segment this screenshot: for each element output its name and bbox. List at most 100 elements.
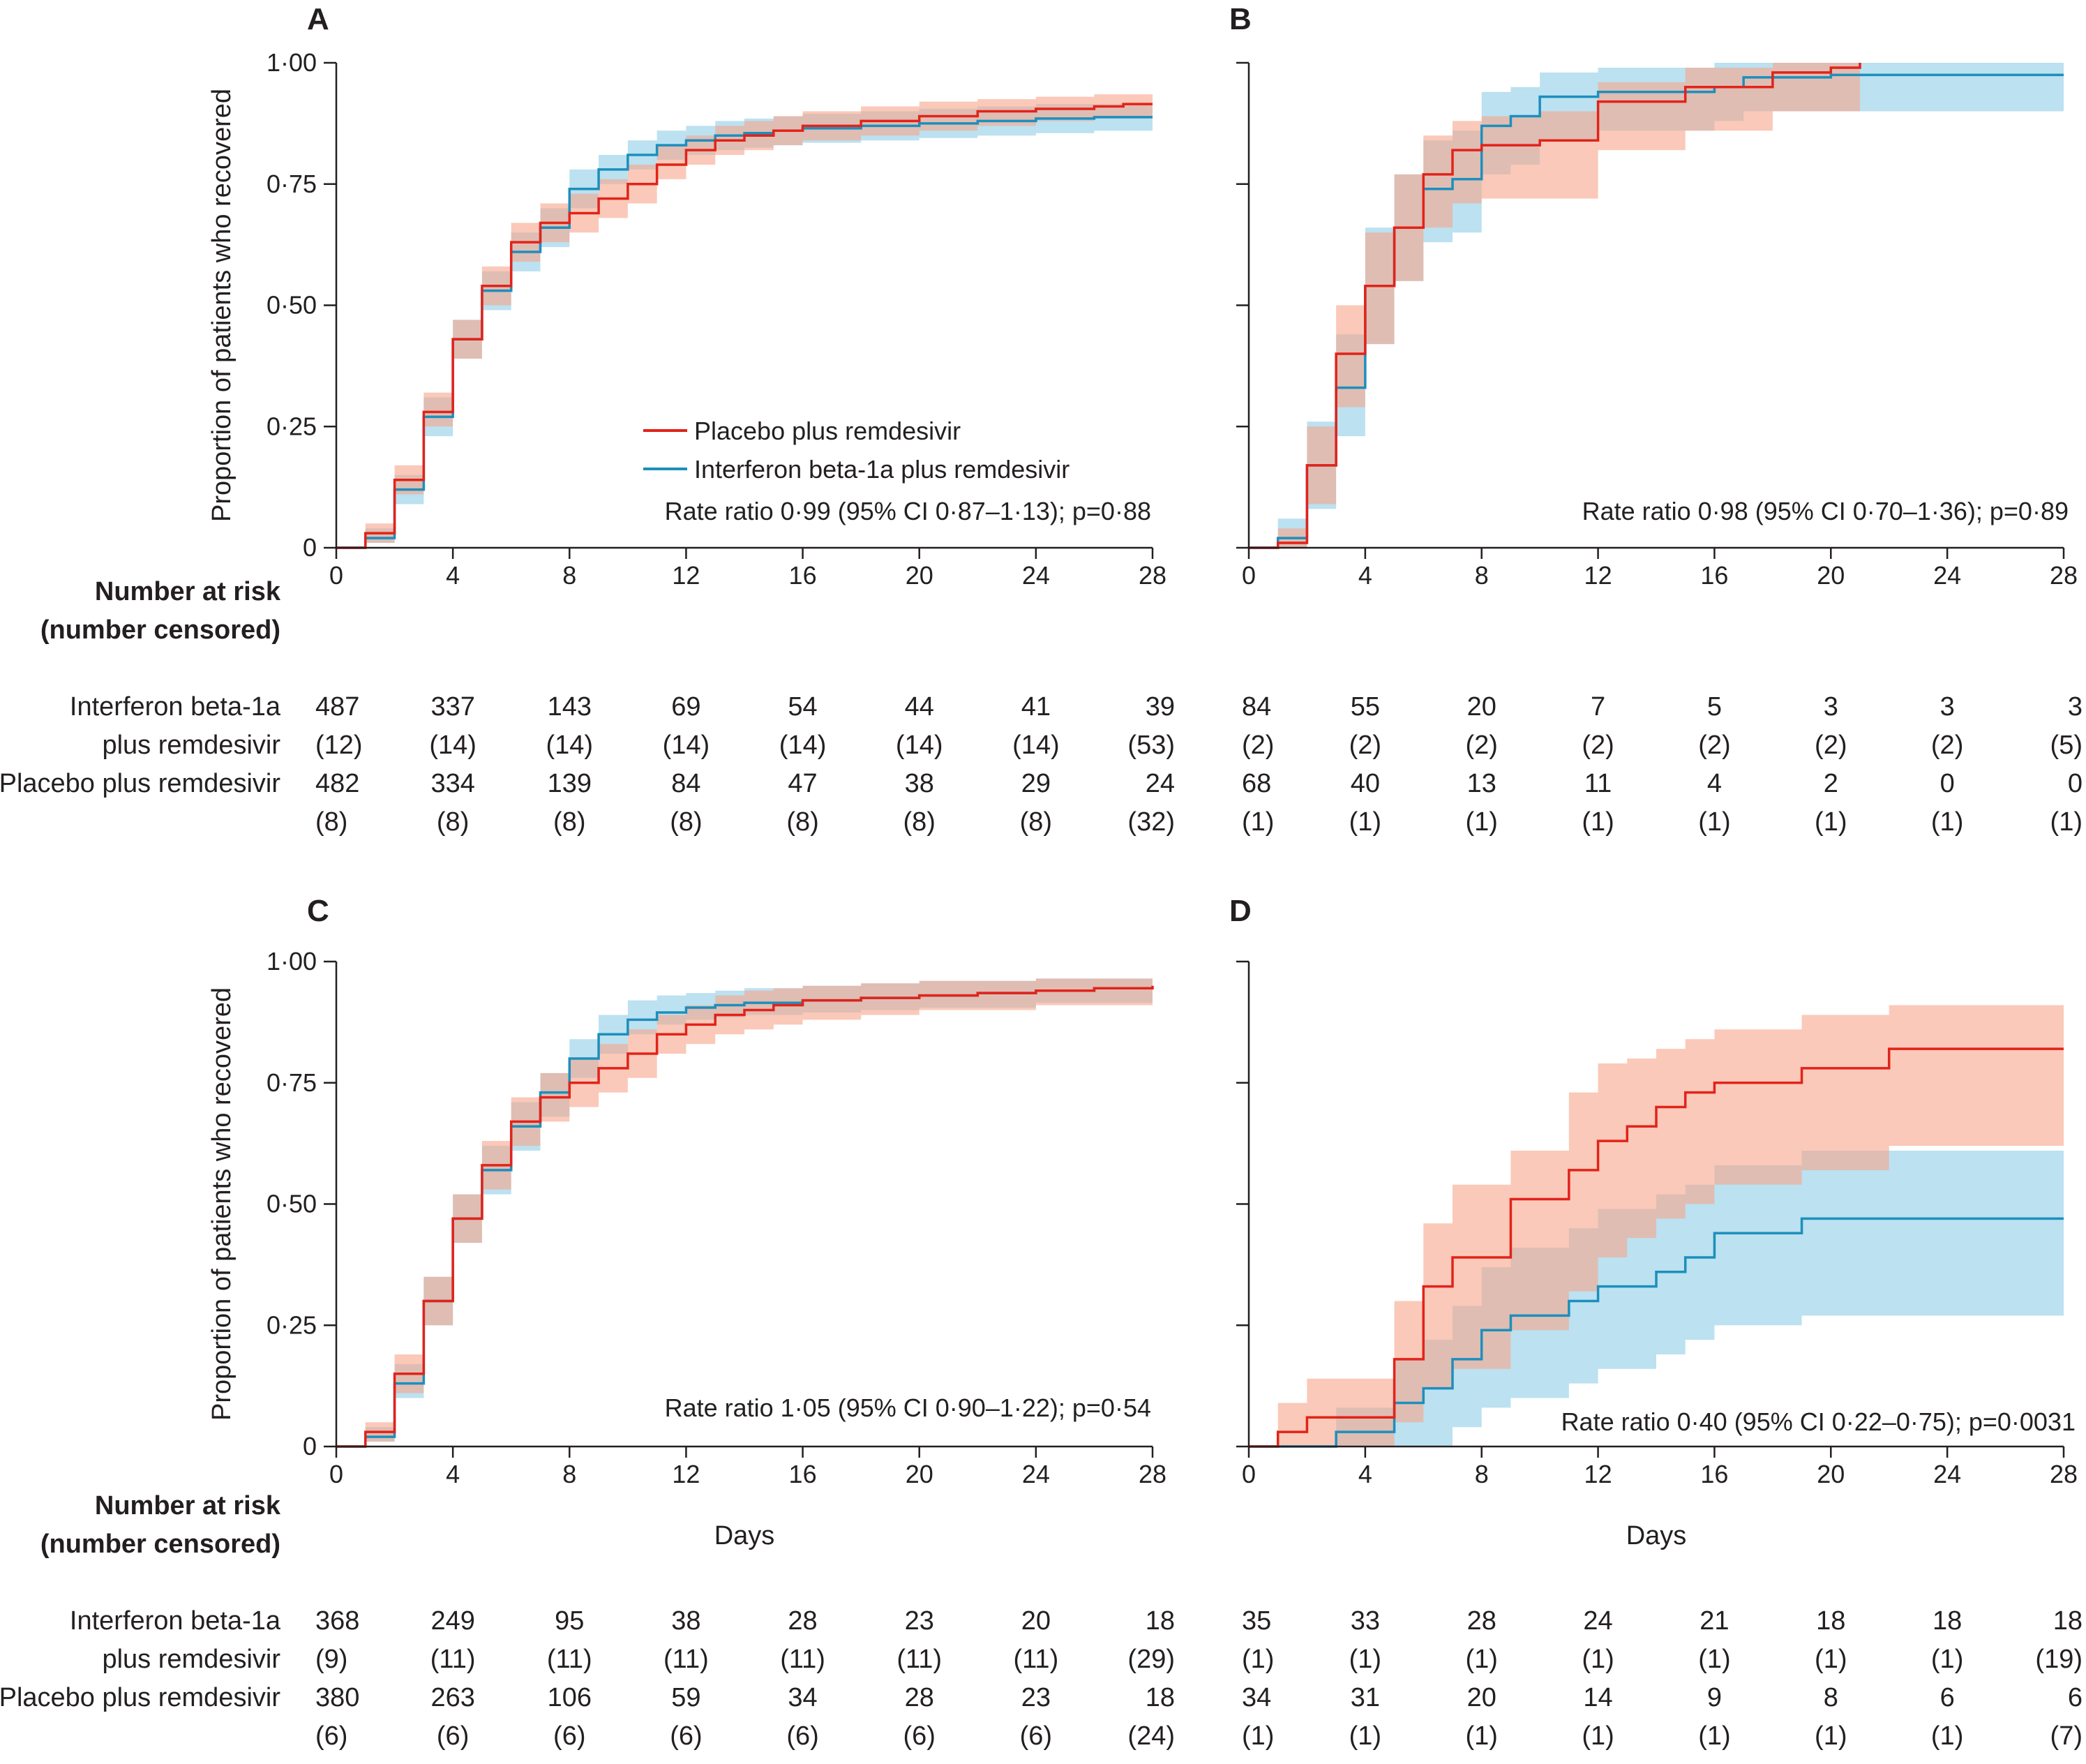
censored-count: (8) [903,807,935,837]
censored-count: (2) [1582,731,1614,760]
at-risk-count: 487 [315,692,359,722]
censored-count: (1) [1698,1645,1730,1674]
at-risk-count: 59 [671,1683,700,1712]
x-tick-label: 4 [1358,561,1372,590]
x-tick-label: 16 [1700,561,1728,590]
at-risk-count: 20 [1021,1606,1051,1636]
censored-count: (1) [1815,1645,1847,1674]
x-tick-label: 16 [789,561,817,590]
y-axis-title: Proportion of patients who recovered [207,987,237,1421]
censored-count: (1) [1465,807,1497,837]
y-tick-label: 0 [303,533,317,562]
x-tick-label: 4 [1358,1460,1372,1488]
at-risk-count: 249 [430,1606,474,1636]
panel-letter: C [307,894,329,928]
censored-count: (14) [429,731,477,760]
censored-count: (11) [430,1645,476,1674]
risk-row-label: plus remdesivir [102,1645,280,1674]
y-tick-label: 0 [303,1432,317,1460]
x-tick-label: 0 [1242,1460,1256,1488]
at-risk-count: 23 [905,1606,934,1636]
censored-count: (1) [1931,1721,1963,1751]
x-tick-label: 8 [562,1460,576,1488]
at-risk-count: 18 [2053,1606,2083,1636]
panel-letter: A [307,2,329,36]
censored-count: (6) [553,1721,585,1751]
censored-count: (14) [896,731,943,760]
placebo-ci-band [336,94,1153,548]
x-tick-label: 8 [1475,561,1489,590]
at-risk-count: 334 [430,769,474,798]
x-tick-label: 8 [562,561,576,590]
panel-letter: D [1229,894,1252,928]
legend-interferon-label: Interferon beta-1a plus remdesivir [694,455,1070,484]
x-tick-label: 8 [1475,1460,1489,1488]
censored-count: (24) [1127,1721,1175,1751]
y-tick-label: 0·25 [267,1310,317,1339]
at-risk-count: 337 [430,692,474,722]
at-risk-count: 55 [1351,692,1380,722]
x-tick-label: 0 [1242,561,1256,590]
x-tick-label: 24 [1022,561,1050,590]
censored-count: (2) [1815,731,1847,760]
at-risk-count: 139 [548,769,592,798]
censored-count: (2) [1931,731,1963,760]
at-risk-count: 95 [555,1606,584,1636]
at-risk-count: 40 [1351,769,1380,798]
at-risk-count: 21 [1699,1606,1729,1636]
at-risk-count: 3 [1824,692,1838,722]
x-tick-label: 28 [1139,561,1166,590]
censored-count: (6) [903,1721,935,1751]
y-tick-label: 0·25 [267,412,317,440]
censored-count: (1) [1465,1645,1497,1674]
risk-row-label: Interferon beta-1a [70,692,281,722]
at-risk-count: 33 [1351,1606,1380,1636]
at-risk-count: 18 [1146,1606,1175,1636]
x-tick-label: 24 [1933,1460,1961,1488]
censored-count: (1) [1931,1645,1963,1674]
censored-count: (14) [779,731,827,760]
at-risk-count: 3 [1940,692,1955,722]
panel-a: A 0 0·25 0·50 0·75 1·00 0 4 8 12 16 20 24 28 Proportio… [0,2,1175,837]
x-tick-label: 0 [329,1460,343,1488]
y-tick-label: 1·00 [267,947,317,976]
at-risk-count: 24 [1146,769,1175,798]
x-tick-label: 24 [1933,561,1961,590]
at-risk-count: 23 [1021,1683,1051,1712]
censored-count: (1) [1815,807,1847,837]
x-tick-label: 24 [1022,1460,1050,1488]
censored-count: (8) [315,807,347,837]
at-risk-count: 6 [1940,1683,1955,1712]
at-risk-count: 31 [1351,1683,1380,1712]
censored-count: (2) [1349,731,1381,760]
censored-count: (19) [2035,1645,2083,1674]
censored-count: (8) [786,807,818,837]
censored-count: (6) [786,1721,818,1751]
at-risk-count: 84 [1242,692,1271,722]
censored-count: (11) [663,1645,709,1674]
x-axis-title: Days [714,1521,775,1550]
at-risk-count: 28 [1467,1606,1496,1636]
y-tick-label: 0·75 [267,1068,317,1097]
at-risk-count: 8 [1824,1683,1838,1712]
censored-count: (8) [1020,807,1052,837]
y-tick-label: 1·00 [267,48,317,77]
censored-count: (1) [1582,1645,1614,1674]
at-risk-count: 39 [1146,692,1175,722]
risk-table-subheader: (number censored) [40,1530,280,1559]
censored-count: (1) [1582,1721,1614,1751]
censored-count: (1) [1465,1721,1497,1751]
censored-count: (1) [1349,807,1381,837]
censored-count: (11) [896,1645,942,1674]
x-axis-title: Days [1626,1521,1687,1550]
placebo-series-line [1249,63,1861,549]
at-risk-count: 54 [788,692,817,722]
censored-count: (1) [1242,1721,1274,1751]
at-risk-count: 84 [671,769,700,798]
y-tick-label: 0·75 [267,170,317,198]
x-tick-label: 20 [1817,1460,1845,1488]
risk-table-subheader: (number censored) [40,615,280,645]
at-risk-count: 18 [1146,1683,1175,1712]
at-risk-count: 11 [1584,769,1612,798]
